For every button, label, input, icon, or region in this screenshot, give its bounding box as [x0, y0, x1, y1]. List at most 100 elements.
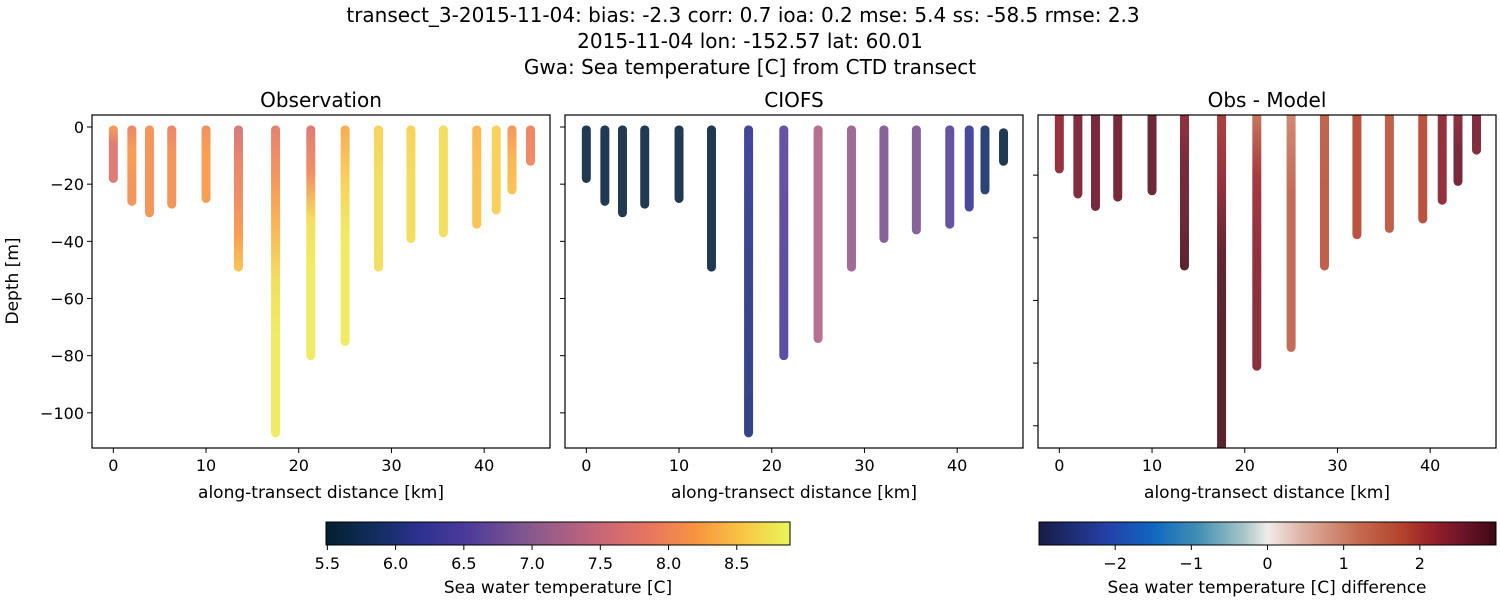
figure-title-line1: transect_3-2015-11-04: bias: -2.3 corr: … [346, 3, 1139, 27]
y-tick-label: −40 [50, 232, 84, 251]
y-tick-label: −20 [50, 175, 84, 194]
colorbar-tick-label: 8.5 [724, 554, 749, 573]
colorbar-label-temperature: Sea water temperature [C] [444, 578, 672, 598]
y-tick-label: −80 [50, 347, 84, 366]
colorbar-tick-label: 1 [1339, 554, 1349, 573]
cast-profile [271, 125, 281, 438]
cast-profile [1472, 115, 1482, 155]
cast-profile [1217, 115, 1227, 448]
cast-profile [706, 125, 716, 272]
cast-profile [233, 125, 243, 272]
cast-profile [846, 125, 856, 272]
x-tick-label: 0 [108, 456, 118, 475]
cast-profile [617, 125, 627, 218]
cast-profile [911, 125, 921, 235]
cast-profile [879, 125, 889, 243]
x-tick-label: 20 [1235, 456, 1255, 475]
cast-profile [1113, 115, 1123, 202]
y-tick-label: 0 [74, 118, 84, 137]
x-tick-label: 20 [762, 456, 782, 475]
x-axis-label-observation: along-transect distance [km] [198, 483, 444, 503]
colorbar-tick-label: −1 [1180, 554, 1204, 573]
cast-profile [1418, 115, 1428, 224]
x-tick-label: 10 [669, 456, 689, 475]
cast-profile [964, 125, 974, 212]
colorbar-balance: −2 −1 0 1 2 [1038, 521, 1497, 573]
colorbar-gradient [1038, 521, 1497, 546]
cast-profile [1252, 115, 1262, 371]
panel-obs-model: 0 10 20 30 40 [1033, 114, 1497, 475]
x-axis-label-ciofs: along-transect distance [km] [671, 483, 917, 503]
x-tick-label: 0 [581, 456, 591, 475]
cast-profile [507, 125, 517, 195]
cast-profile [674, 125, 684, 203]
cast-profile [1286, 115, 1296, 352]
cast-profile [1073, 115, 1083, 199]
cast-profile [1437, 115, 1447, 205]
casts [581, 125, 1009, 438]
cast-profile [640, 125, 650, 209]
panel-title-ciofs: CIOFS [764, 88, 823, 112]
panel-title-obs-model: Obs - Model [1208, 88, 1327, 112]
panel-ciofs: 0 10 20 30 40 [560, 114, 1024, 475]
colorbar-tick-label: 7.5 [588, 554, 613, 573]
cast-profile [438, 125, 448, 238]
cast-profile [472, 125, 482, 229]
cast-profile [340, 125, 350, 346]
colorbar-thermal: 5.5 6.0 6.5 7.0 7.5 8.0 8.5 [315, 521, 791, 573]
x-tick-label: 20 [289, 456, 309, 475]
panel-title-observation: Observation [260, 88, 382, 112]
cast-profile [581, 125, 591, 183]
cast-profile [127, 125, 137, 206]
cast-profile [1319, 115, 1329, 271]
cast-profile [945, 125, 955, 229]
cast-profile [1179, 115, 1189, 271]
y-tick-label: −100 [40, 404, 84, 423]
colorbar-tick-label: 5.5 [315, 554, 340, 573]
panel-observation: 0 10 20 30 40 0 −20 −40 −60 −80 −100 [40, 114, 551, 475]
axes-frame [564, 114, 1024, 449]
cast-profile [600, 125, 610, 206]
figure-title-line2: 2015-11-04 lon: -152.57 lat: 60.01 [577, 29, 923, 53]
x-tick-label: 40 [947, 456, 967, 475]
colorbar-tick-label: 7.0 [519, 554, 544, 573]
y-tick-label: −60 [50, 290, 84, 309]
cast-profile [526, 125, 536, 166]
cast-profile [1352, 115, 1362, 240]
cast-profile [744, 125, 754, 438]
cast-profile [1090, 115, 1100, 211]
cast-profile [201, 125, 211, 203]
cast-profile [1384, 115, 1394, 233]
x-tick-label: 10 [196, 456, 216, 475]
x-tick-label: 10 [1142, 456, 1162, 475]
cast-profile [491, 125, 501, 215]
cast-profile [813, 125, 823, 344]
colorbar-tick-label: 6.5 [451, 554, 476, 573]
cast-profile [108, 125, 118, 183]
cast-profile [779, 125, 789, 361]
casts [1054, 115, 1482, 448]
cast-profile [1147, 115, 1157, 196]
colorbar-label-difference: Sea water temperature [C] difference [1107, 578, 1426, 598]
cast-profile [167, 125, 177, 209]
cast-profile [373, 125, 383, 272]
colorbar-tick-label: −2 [1103, 554, 1127, 573]
cast-profile [406, 125, 416, 243]
cast-profile [306, 125, 316, 361]
x-tick-label: 0 [1054, 456, 1064, 475]
cast-profile [1453, 115, 1463, 186]
x-axis-label-obs-model: along-transect distance [km] [1144, 483, 1390, 503]
cast-profile [999, 128, 1009, 166]
colorbar-gradient [325, 521, 791, 546]
axes-frame [91, 114, 551, 449]
cast-profile [144, 125, 154, 218]
x-tick-label: 40 [1420, 456, 1440, 475]
casts [108, 125, 536, 438]
x-tick-label: 30 [1327, 456, 1347, 475]
y-axis-label: Depth [m] [3, 237, 23, 324]
axes-frame [1037, 114, 1497, 449]
x-tick-label: 30 [381, 456, 401, 475]
x-tick-label: 40 [474, 456, 494, 475]
cast-profile [980, 125, 990, 195]
